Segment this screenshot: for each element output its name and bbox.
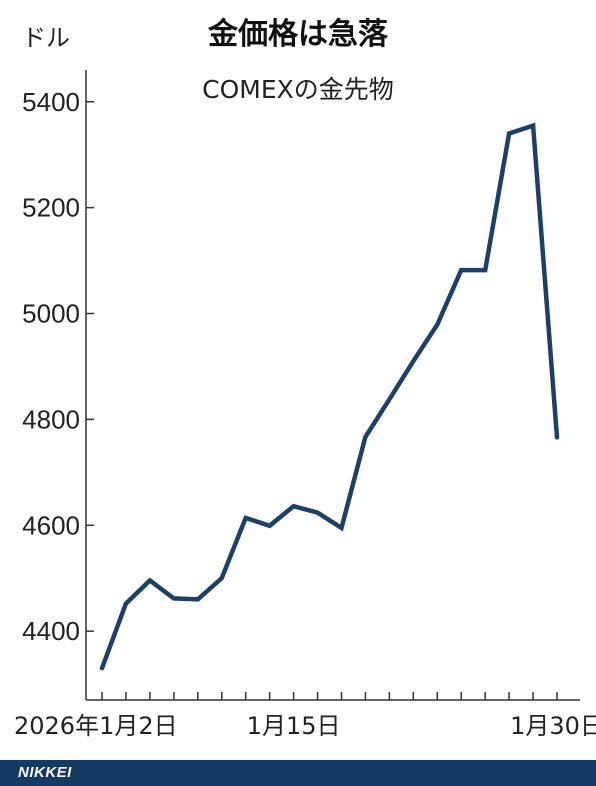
y-tick-label: 4400 <box>22 616 80 646</box>
x-tick-label: 1月30日 <box>510 712 596 740</box>
y-tick-label: 4800 <box>22 404 80 434</box>
y-axis-ticks: 4400 4600 4800 5000 5200 5400 <box>22 87 94 646</box>
y-tick-label: 5200 <box>22 193 80 223</box>
series-group <box>99 122 560 671</box>
line-chart: ドル 金価格は急落 COMEXの金先物 4400 4600 4800 5000 5200… <box>14 17 596 740</box>
nikkei-logo: NIKKEI <box>18 764 72 781</box>
chart-subtitle: COMEXの金先物 <box>202 75 394 104</box>
y-tick-label: 5000 <box>22 299 80 329</box>
footer-bar: NIKKEI <box>0 760 596 786</box>
x-tick-label: 1月15日 <box>247 712 341 740</box>
price-line <box>99 122 560 671</box>
x-axis-ticks: 2026年1月2日 1月15日 1月30日 <box>14 692 596 740</box>
y-tick-label: 4600 <box>22 510 80 540</box>
unit-label: ドル <box>22 24 70 52</box>
x-tick-label: 2026年1月2日 <box>14 712 178 740</box>
y-tick-label: 5400 <box>22 87 80 117</box>
chart-title: 金価格は急落 <box>207 17 389 52</box>
axes <box>85 70 580 701</box>
chart-container: ドル 金価格は急落 COMEXの金先物 4400 4600 4800 5000 5200… <box>14 17 596 740</box>
